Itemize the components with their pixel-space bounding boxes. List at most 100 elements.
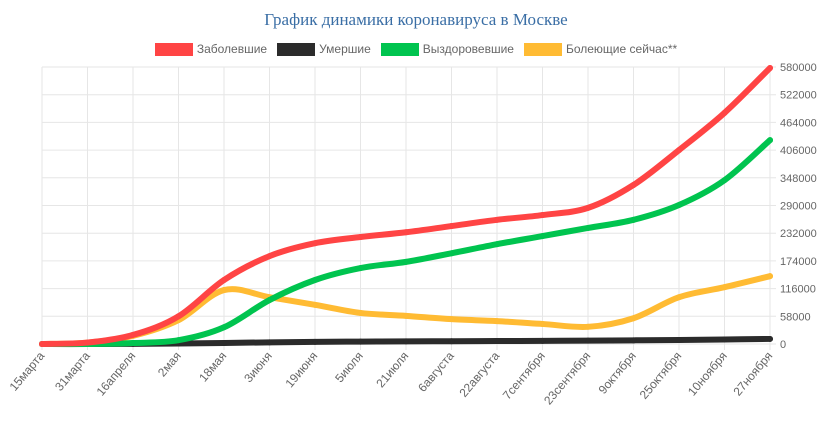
legend-item[interactable]: Умершие	[277, 42, 371, 56]
data-point	[767, 335, 773, 342]
data-point	[403, 338, 409, 345]
x-tick-label: 5июля	[332, 349, 366, 385]
data-point	[676, 147, 682, 154]
y-tick-label: 174000	[780, 256, 817, 268]
y-tick-label: 464000	[780, 117, 817, 129]
x-tick-label: 19июня	[282, 349, 320, 390]
legend-swatch	[523, 42, 562, 56]
x-tick-label: 25октября	[637, 349, 685, 402]
x-tick-label: 7сентября	[500, 349, 548, 402]
y-tick-label: 580000	[780, 62, 817, 74]
data-point	[357, 338, 364, 345]
data-point	[585, 224, 591, 231]
data-point	[494, 338, 500, 345]
data-point	[676, 336, 682, 343]
data-point	[539, 233, 546, 240]
x-tick-label: 15марта	[7, 349, 48, 394]
x-tick-label: 9октября	[596, 349, 639, 397]
y-tick-label: 232000	[780, 228, 817, 240]
data-point	[630, 337, 637, 344]
data-point	[221, 277, 227, 284]
data-point	[39, 341, 45, 347]
data-point	[630, 315, 637, 322]
data-point	[312, 301, 318, 308]
data-point	[175, 337, 182, 344]
y-tick-label: 522000	[780, 90, 817, 102]
data-point	[221, 340, 227, 347]
y-tick-label: 0	[780, 339, 786, 351]
data-point	[266, 339, 273, 346]
data-point	[357, 234, 364, 241]
data-point	[721, 284, 728, 291]
legend-label: Умершие	[319, 42, 371, 56]
y-tick-label: 290000	[780, 201, 817, 213]
x-tick-label: 2мая	[155, 349, 184, 380]
data-point	[721, 177, 728, 184]
data-point	[448, 223, 455, 230]
data-point	[539, 212, 546, 219]
legend-item[interactable]: Заболевшие	[154, 42, 268, 56]
data-point	[585, 337, 591, 344]
x-tick-label: 16апреля	[94, 349, 139, 399]
y-tick-label: 406000	[780, 145, 817, 157]
chart-title: График динамики коронавируса в Москве	[264, 10, 568, 29]
y-tick-label: 116000	[780, 284, 816, 296]
x-tick-label: 18мая	[196, 349, 229, 385]
data-point	[448, 250, 455, 257]
data-point	[585, 323, 591, 330]
legend: Заболевшие Умершие Выздоровевшие Болеющи…	[0, 42, 832, 56]
data-point	[676, 202, 682, 209]
data-point	[630, 216, 637, 223]
legend-label: Заболевшие	[196, 42, 268, 56]
data-point	[357, 309, 364, 316]
x-tick-label: 23сентября	[541, 349, 593, 407]
y-tick-label: 58000	[780, 311, 811, 323]
data-point	[130, 340, 136, 347]
data-point	[312, 338, 318, 345]
legend-swatch	[380, 42, 419, 56]
legend-swatch	[154, 42, 193, 56]
data-point	[676, 294, 682, 301]
data-point	[266, 253, 273, 260]
x-tick-label: 31марта	[52, 349, 93, 394]
data-point	[448, 316, 455, 323]
data-point	[403, 258, 409, 265]
data-point	[630, 181, 637, 188]
data-point	[312, 277, 318, 284]
data-point	[175, 313, 182, 320]
data-point	[84, 339, 91, 346]
legend-item[interactable]: Выздоровевшие	[380, 42, 514, 56]
data-point	[494, 318, 500, 325]
data-point	[221, 287, 227, 294]
legend-item[interactable]: Болеющие сейчас**	[523, 42, 678, 56]
data-point	[312, 240, 318, 247]
data-point	[539, 320, 546, 327]
x-tick-label: 21июля	[373, 349, 411, 390]
data-point	[130, 331, 136, 338]
data-point	[539, 337, 546, 344]
data-point	[721, 109, 728, 116]
legend-label: Выздоровевшие	[422, 42, 514, 56]
x-tick-label: 3июня	[241, 349, 275, 385]
data-point	[767, 64, 773, 71]
x-tick-label: 22августа	[456, 349, 502, 400]
data-point	[403, 312, 409, 319]
data-point	[585, 204, 591, 211]
x-tick-label: 10ноября	[685, 349, 730, 399]
data-point	[448, 338, 455, 345]
legend-label: Болеющие сейчас**	[565, 42, 678, 56]
data-point	[767, 273, 773, 280]
data-point	[221, 324, 227, 331]
data-point	[494, 216, 500, 223]
data-point	[266, 297, 273, 304]
data-point	[721, 336, 728, 343]
legend-swatch	[277, 42, 316, 56]
x-tick-label: 27ноября	[730, 349, 775, 399]
data-point	[357, 265, 364, 272]
y-tick-label: 348000	[780, 173, 817, 185]
data-point	[494, 241, 500, 248]
data-point	[403, 229, 409, 236]
x-tick-label: 6августа	[415, 349, 457, 395]
